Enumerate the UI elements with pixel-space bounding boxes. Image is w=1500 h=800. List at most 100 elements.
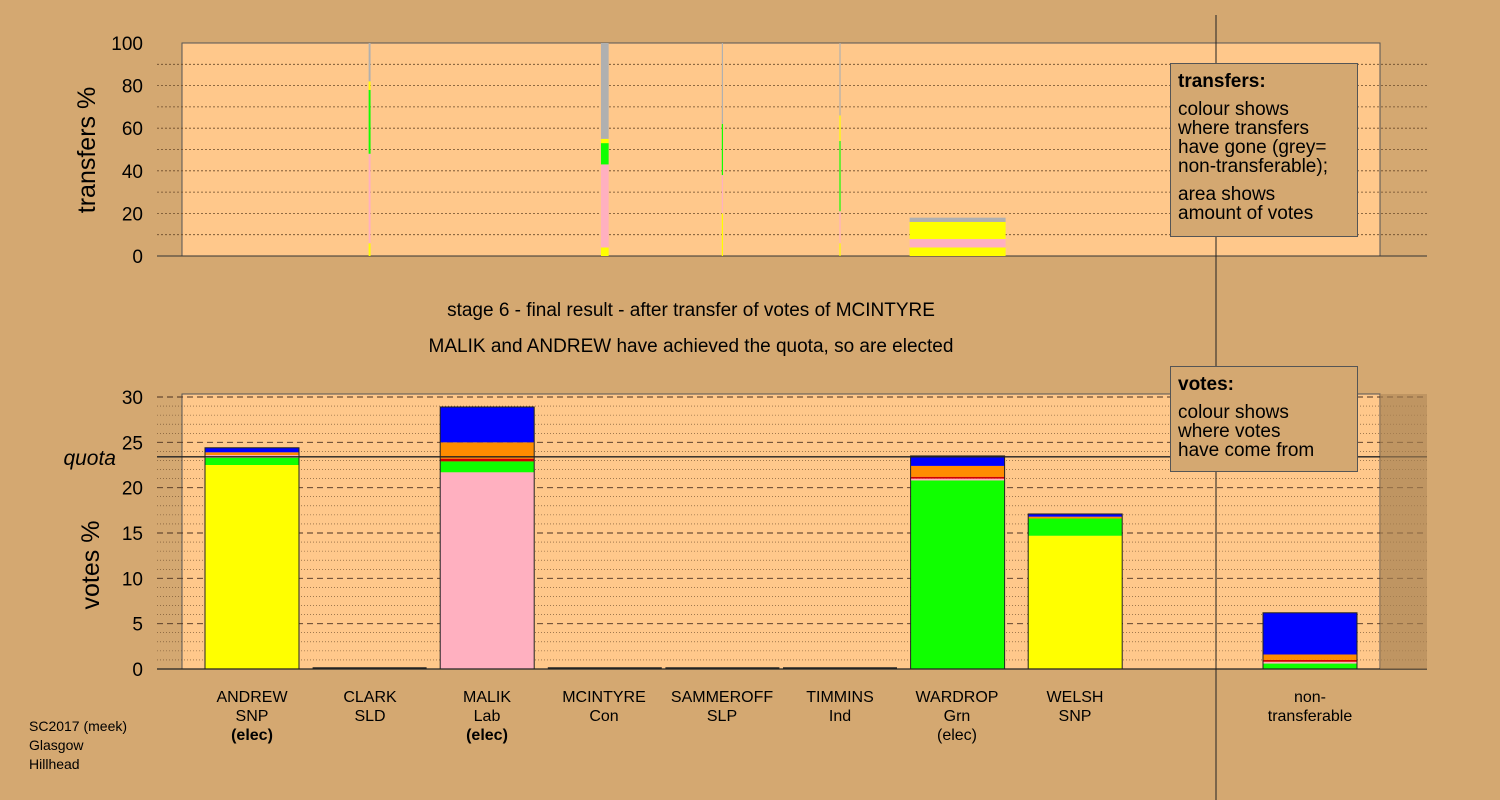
elected-caption: MALIK and ANDREW have achieved the quota… (428, 336, 954, 357)
candidate-status: (elec) (231, 727, 273, 744)
transfers-y-tick-label: 80 (122, 77, 143, 98)
vote-segment-andrew (205, 452, 299, 456)
votes-legend: votes: colour shows where votes have com… (1170, 366, 1358, 472)
transfer-segment-clark (368, 81, 371, 90)
nontransferable-label: non- transferable (1245, 688, 1375, 726)
transfer-segment-clark (368, 243, 371, 256)
legend-line: amount of votes (1178, 203, 1314, 224)
candidate-party: SNP (235, 708, 269, 725)
candidate-name: TIMMINS (806, 689, 874, 706)
vote-segment-non-transferable (1263, 612, 1357, 655)
votes-y-tick-label: 0 (132, 660, 143, 681)
candidate-label-wardrop: WARDROP Grn (elec) (892, 688, 1022, 745)
vote-segment-andrew (205, 457, 299, 465)
votes-y-tick-label: 15 (122, 524, 143, 545)
transfers-y-tick-label: 100 (111, 34, 143, 55)
candidate-label-timmins: TIMMINS Ind (775, 688, 905, 726)
votes-y-tick-label: 5 (132, 615, 143, 636)
transfers-legend: transfers: colour shows where transfers … (1170, 63, 1358, 237)
vote-segment-wardrop (910, 476, 1005, 479)
vote-segment-non-transferable (1263, 654, 1357, 660)
candidate-name: MCINTYRE (562, 689, 646, 706)
vote-segment-welsh (1028, 535, 1123, 669)
source-note: SC2017 (meek) Glasgow Hillhead (29, 717, 127, 774)
candidate-label-andrew: ANDREW SNP (elec) (187, 688, 317, 745)
vote-segment-non-transferable (1263, 659, 1357, 662)
legend-line: where votes (1178, 421, 1281, 442)
transfer-segment-sammeroff (721, 213, 723, 256)
vote-segment-malik (440, 442, 535, 459)
candidate-party: SLP (706, 708, 738, 725)
transfer-segment-mcintyre (600, 247, 609, 256)
transfer-segment-timmins (839, 211, 841, 244)
vote-segment-andrew (205, 447, 299, 453)
candidate-label-malik: MALIK Lab (elec) (422, 688, 552, 745)
transfer-segment-mcintyre (600, 138, 609, 144)
votes-y-axis-label: votes % (77, 521, 105, 610)
nontransferable-label-line: non- (1293, 689, 1327, 706)
transfer-segment-sammeroff (721, 43, 723, 124)
votes-y-tick-label: 25 (122, 433, 143, 454)
transfer-segment-timmins (839, 43, 841, 116)
candidate-name: CLARK (343, 689, 397, 706)
transfer-segment-mcintyre (600, 43, 609, 139)
stage-caption: stage 6 - final result - after transfer … (447, 300, 935, 321)
candidate-label-mcintyre: MCINTYRE Con (539, 688, 669, 726)
transfer-segment-wardrop (909, 217, 1006, 222)
transfer-segment-sammeroff (721, 123, 723, 176)
legend-line: have come from (1178, 440, 1315, 461)
candidate-status: (elec) (936, 727, 977, 744)
transfers-legend-desc-1: colour shows where transfers have gone (… (1178, 100, 1350, 176)
vote-segment-welsh (1028, 513, 1123, 517)
candidate-party: Grn (943, 708, 971, 725)
candidate-party: SNP (1058, 708, 1092, 725)
transfer-segment-sammeroff (721, 175, 723, 214)
candidate-party: Con (589, 708, 619, 725)
transfers-y-tick-label: 20 (122, 204, 143, 225)
vote-segment-malik (440, 472, 535, 669)
legend-line: colour shows (1178, 402, 1289, 423)
transfer-segment-clark (368, 43, 371, 82)
nontransferable-region-shade (1380, 394, 1427, 669)
votes-y-tick-label: 30 (122, 388, 143, 409)
transfers-y-axis-label: transfers % (73, 87, 101, 213)
candidate-party: Lab (473, 708, 501, 725)
legend-line: have gone (grey= (1178, 137, 1327, 158)
source-line: Hillhead (29, 756, 80, 772)
candidate-status: (elec) (466, 727, 508, 744)
transfer-segment-clark (368, 89, 371, 154)
candidate-label-welsh: WELSH SNP (1010, 688, 1140, 726)
candidate-name: ANDREW (216, 689, 288, 706)
vote-segment-non-transferable (1263, 661, 1357, 664)
transfer-segment-wardrop (909, 221, 1006, 239)
candidate-name: MALIK (462, 689, 511, 706)
transfers-y-tick-label: 0 (132, 247, 143, 268)
transfers-y-tick-label: 40 (122, 162, 143, 183)
transfers-legend-desc-2: area shows amount of votes (1178, 185, 1350, 223)
source-line: Glasgow (29, 737, 84, 753)
nontransferable-label-line: transferable (1267, 708, 1353, 725)
legend-line: area shows (1178, 184, 1276, 205)
legend-line: where transfers (1178, 118, 1309, 139)
vote-segment-wardrop (910, 478, 1005, 481)
vote-segment-wardrop (910, 455, 1005, 466)
votes-legend-desc: colour shows where votes have come from (1178, 403, 1350, 460)
transfer-segment-mcintyre (600, 143, 609, 165)
vote-segment-malik (440, 461, 535, 473)
transfer-segment-wardrop (909, 238, 1006, 248)
transfer-segment-mcintyre (600, 164, 609, 248)
source-line: SC2017 (meek) (29, 718, 128, 734)
vote-segment-wardrop (910, 465, 1005, 477)
legend-line: non-transferable); (1178, 156, 1328, 177)
transfer-segment-clark (368, 153, 371, 244)
vote-segment-wardrop (910, 480, 1005, 669)
transfer-segment-timmins (839, 243, 841, 256)
transfers-legend-title: transfers: (1178, 71, 1266, 92)
candidate-name: WARDROP (915, 689, 999, 706)
candidate-name: WELSH (1046, 689, 1104, 706)
candidate-name: SAMMEROFF (670, 689, 774, 706)
legend-line: colour shows (1178, 99, 1289, 120)
candidate-label-clark: CLARK SLD (305, 688, 435, 726)
transfers-y-tick-label: 60 (122, 119, 143, 140)
vote-segment-malik (440, 458, 535, 462)
